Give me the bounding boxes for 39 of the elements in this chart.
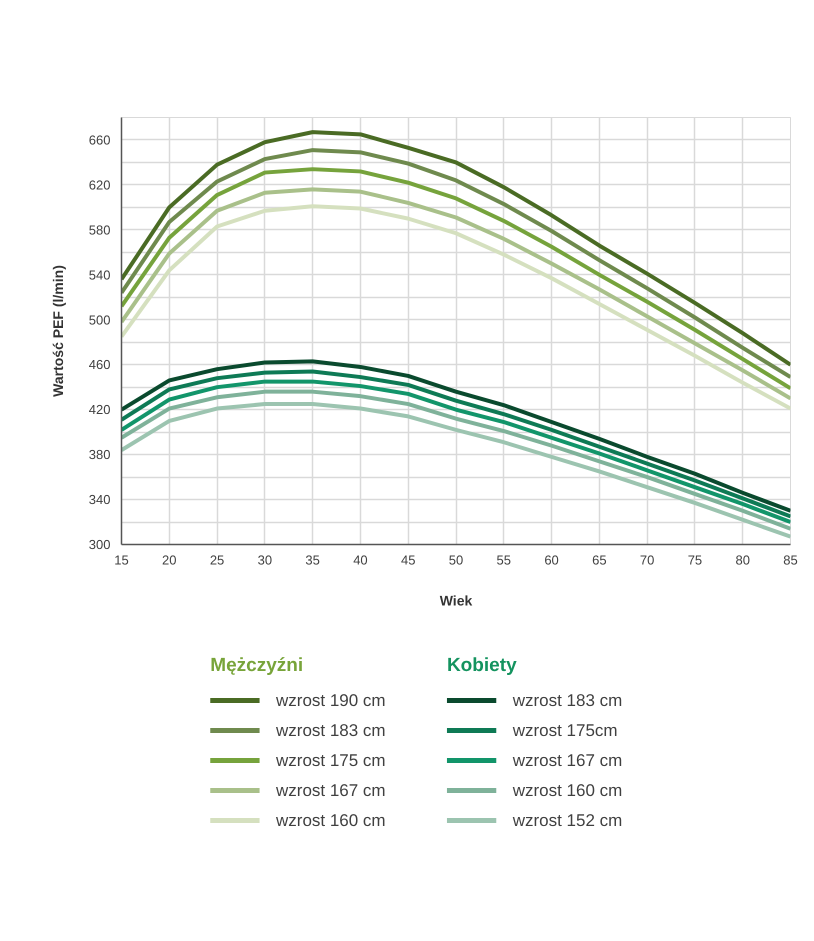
x-tick-label: 35 [305, 552, 320, 568]
x-tick-label: 45 [400, 552, 416, 568]
legend-label: wzrost 160 cm [275, 811, 386, 830]
x-tick-label: 80 [735, 552, 750, 568]
text: Kobiety [446, 655, 517, 676]
legend-label: wzrost 160 cm [512, 781, 622, 800]
legend-label: wzrost 183 cm [512, 691, 622, 710]
x-tick-label: 65 [592, 552, 607, 568]
y-tick-label: 660 [88, 132, 111, 148]
x-tick-label: 15 [114, 552, 129, 568]
legend-label: wzrost 183 cm [275, 721, 386, 740]
y-tick-label: 420 [88, 402, 111, 418]
y-axis-title: Wartość PEF (l/min) [50, 265, 66, 397]
x-tick-label: 50 [448, 552, 464, 568]
legend-label: wzrost 190 cm [275, 691, 386, 710]
y-tick-label: 340 [88, 492, 111, 508]
legend-label: wzrost 175 cm [275, 751, 386, 770]
legend-label: wzrost 167 cm [512, 751, 622, 770]
y-tick-label: 620 [88, 177, 111, 192]
x-axis-title: Wiek [440, 592, 472, 608]
y-tick-label: 300 [88, 537, 111, 552]
x-tick-label: 75 [688, 552, 702, 568]
x-tick-label: 70 [640, 552, 654, 568]
x-tick-label: 20 [162, 552, 177, 568]
x-tick-label: 60 [544, 552, 559, 568]
x-tick-label: 40 [353, 552, 368, 568]
y-tick-label: 380 [88, 447, 111, 462]
legend-label: wzrost 167 cm [275, 781, 386, 800]
x-tick-label: 55 [496, 552, 512, 568]
x-tick-label: 85 [783, 552, 798, 568]
x-tick-label: 30 [258, 552, 272, 568]
legend-label: wzrost 175cm [512, 721, 618, 740]
y-tick-label: 580 [88, 222, 111, 238]
y-tick-label: 500 [88, 312, 111, 328]
y-tick-label: 460 [88, 357, 111, 372]
y-tick-label: 540 [88, 267, 111, 282]
x-tick-label: 25 [210, 552, 224, 568]
text: Mężczyźni [210, 655, 304, 676]
legend-label: wzrost 152 cm [512, 811, 622, 830]
